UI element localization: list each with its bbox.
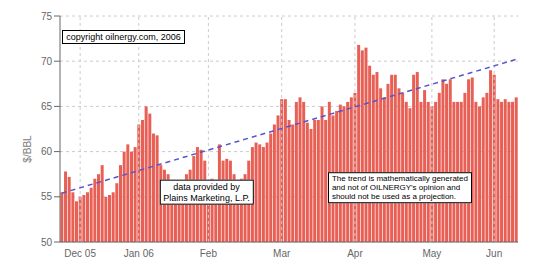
html-text:copyright oilnergy.com, 2006: copyright oilnergy.com, 2006	[66, 31, 181, 42]
svg-text:65: 65	[41, 101, 53, 112]
svg-text:Feb: Feb	[200, 248, 218, 259]
svg-text:Dec 05: Dec 05	[64, 248, 96, 259]
svg-text:60: 60	[41, 146, 53, 157]
svg-text:75: 75	[41, 11, 53, 22]
svg-text:Jan 06: Jan 06	[124, 248, 154, 259]
svg-text:70: 70	[41, 56, 53, 67]
svg-text:55: 55	[41, 191, 53, 202]
html-text:The trend is mathematically ge: The trend is mathematically generated an…	[331, 174, 468, 202]
svg-text:Jun: Jun	[486, 248, 502, 259]
svg-text:$/BBL: $/BBL	[22, 135, 33, 163]
svg-text:Mar: Mar	[273, 248, 291, 259]
html-text:data provided by Plains Market: data provided by Plains Marketing, L.P.	[163, 181, 250, 203]
svg-text:May: May	[422, 248, 441, 259]
svg-text:Apr: Apr	[347, 248, 363, 259]
svg-text:50: 50	[41, 237, 53, 248]
